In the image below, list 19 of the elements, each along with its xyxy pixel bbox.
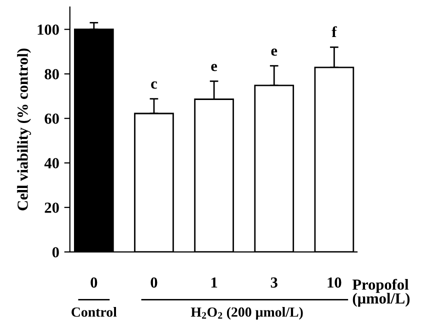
data-label: c [151, 81, 157, 89]
x-tick-label: 3 [270, 277, 278, 288]
y-tick-label: 20 [44, 202, 59, 213]
y-tick-label: 80 [44, 69, 59, 80]
x-tick-label: 0 [90, 277, 98, 288]
x-tick-label: 1 [211, 277, 218, 288]
y-tick-label: 0 [52, 247, 59, 258]
y-tick-label: 60 [44, 114, 59, 124]
y-tick-label: 40 [44, 158, 59, 168]
text: Propofol (µmol/L) [352, 278, 410, 307]
y-tick-label: 100 [38, 24, 59, 35]
x-tick-label: 10 [328, 277, 342, 288]
text: Control [72, 307, 117, 317]
data-label: e [271, 48, 278, 56]
data-label: e [211, 64, 218, 72]
x-tick-label: 0 [150, 277, 158, 288]
y-axis-title: Cell viability (% control) [17, 48, 31, 210]
text: H$_{2}$O$_{2}$ (200 µmol/L) [190, 307, 303, 320]
data-label: f [332, 26, 337, 37]
